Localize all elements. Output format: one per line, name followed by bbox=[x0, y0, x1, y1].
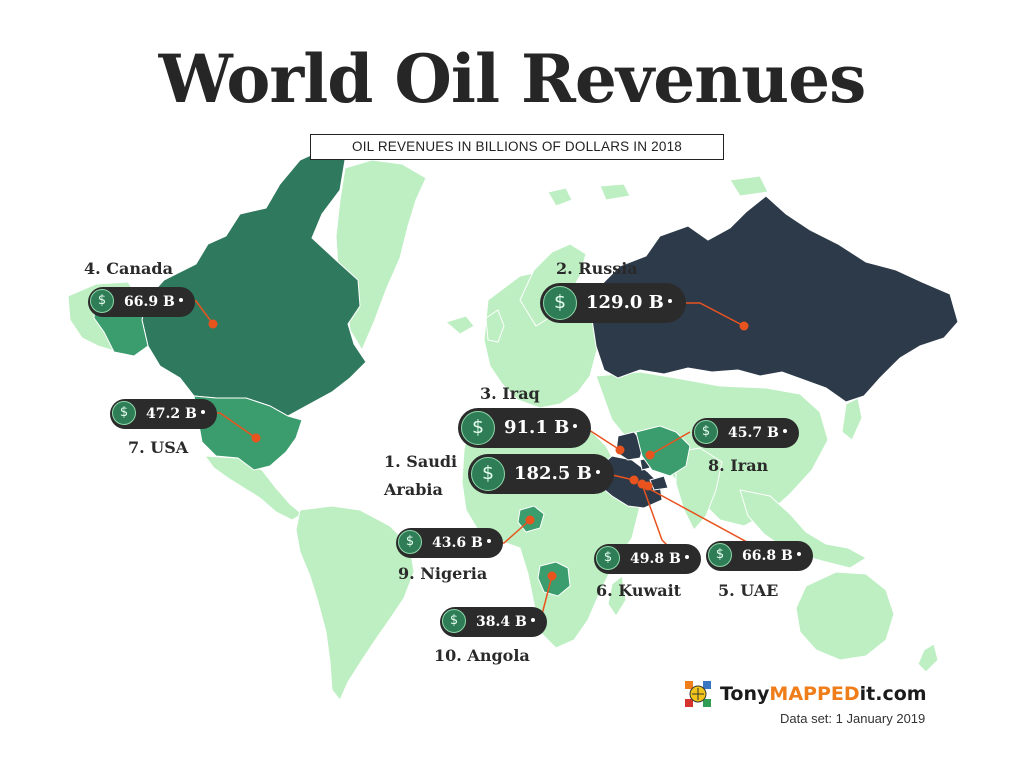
marker-nigeria bbox=[525, 515, 535, 525]
country-label-uae: 5. UAE bbox=[718, 581, 779, 600]
map-canada bbox=[141, 149, 367, 417]
dollar-coin-icon: $ bbox=[543, 286, 577, 320]
value-label-canada: 66.9 B bbox=[124, 294, 175, 310]
map-japan bbox=[841, 397, 863, 441]
value-pill-russia: $129.0 B bbox=[540, 283, 686, 323]
value-pill-uae: $66.8 B bbox=[706, 541, 813, 571]
dollar-coin-icon: $ bbox=[708, 543, 732, 567]
marker-uae bbox=[643, 481, 653, 491]
value-label-usa: 47.2 B bbox=[146, 406, 197, 422]
logo-text-tony: Tony bbox=[720, 683, 770, 705]
value-label-saudi-arabia: 182.5 B bbox=[514, 463, 592, 484]
map-iceland bbox=[444, 315, 475, 335]
value-pill-nigeria: $43.6 B bbox=[396, 528, 503, 558]
map-new-zealand bbox=[917, 643, 939, 673]
marker-iraq bbox=[615, 445, 625, 455]
logo-globe-icon bbox=[685, 681, 711, 707]
value-label-kuwait: 49.8 B bbox=[630, 551, 681, 567]
value-label-uae: 66.8 B bbox=[742, 548, 793, 564]
value-label-russia: 129.0 B bbox=[586, 292, 664, 313]
dollar-coin-icon: $ bbox=[398, 530, 422, 554]
location-markers bbox=[208, 319, 749, 581]
page-title: World Oil Revenues bbox=[158, 40, 867, 118]
logo-text-mapped: MAPPED bbox=[769, 683, 860, 705]
map-south-america bbox=[295, 505, 415, 701]
marker-russia bbox=[739, 321, 749, 331]
country-label-saudi-arabia-line2: Arabia bbox=[384, 480, 443, 499]
value-pill-iraq: $91.1 B bbox=[458, 408, 592, 448]
map-uae bbox=[649, 475, 669, 491]
value-pill-iran: $45.7 B bbox=[692, 418, 799, 448]
dollar-coin-icon: $ bbox=[694, 420, 718, 444]
marker-canada bbox=[208, 319, 218, 329]
map-arctic-islands bbox=[547, 175, 769, 207]
value-pill-canada: $66.9 B bbox=[88, 287, 195, 317]
country-label-iran: 8. Iran bbox=[708, 456, 769, 475]
country-label-saudi-arabia: 1. Saudi bbox=[384, 452, 458, 471]
map-madagascar bbox=[607, 575, 627, 617]
value-pill-kuwait: $49.8 B bbox=[594, 544, 701, 574]
map-southeast-asia bbox=[739, 489, 867, 569]
map-iran bbox=[635, 425, 691, 477]
map-russia bbox=[589, 195, 959, 403]
dollar-coin-icon: $ bbox=[442, 609, 466, 633]
country-label-canada: 4. Canada bbox=[84, 259, 173, 278]
map-uk bbox=[485, 309, 505, 343]
value-label-iraq: 91.1 B bbox=[504, 417, 570, 438]
value-pill-saudi-arabia: $182.5 B bbox=[468, 454, 614, 494]
country-label-russia: 2. Russia bbox=[556, 259, 638, 278]
value-pill-usa: $47.2 B bbox=[110, 399, 217, 429]
dollar-coin-icon: $ bbox=[90, 289, 114, 313]
marker-iran bbox=[645, 450, 655, 460]
dollar-coin-icon: $ bbox=[112, 401, 136, 425]
marker-saudi-arabia bbox=[629, 475, 639, 485]
country-label-angola: 10. Angola bbox=[434, 646, 530, 665]
tonymappedit-logo: TonyMAPPEDit.com bbox=[684, 680, 927, 708]
dollar-coin-icon: $ bbox=[471, 457, 505, 491]
country-label-kuwait: 6. Kuwait bbox=[596, 581, 682, 600]
country-label-iraq: 3. Iraq bbox=[480, 384, 540, 403]
value-label-angola: 38.4 B bbox=[476, 614, 527, 630]
country-label-nigeria: 9. Nigeria bbox=[398, 564, 488, 583]
marker-usa bbox=[251, 433, 261, 443]
dollar-coin-icon: $ bbox=[461, 411, 495, 445]
country-label-usa: 7. USA bbox=[128, 438, 189, 457]
page-subtitle: OIL REVENUES IN BILLIONS OF DOLLARS IN 2… bbox=[310, 134, 724, 160]
value-label-iran: 45.7 B bbox=[728, 425, 779, 441]
logo-text-it: it.com bbox=[859, 683, 927, 705]
value-pill-angola: $38.4 B bbox=[440, 607, 547, 637]
map-australia bbox=[795, 571, 895, 661]
value-label-nigeria: 43.6 B bbox=[432, 535, 483, 551]
marker-angola bbox=[547, 571, 557, 581]
dollar-coin-icon: $ bbox=[596, 546, 620, 570]
dataset-note: Data set: 1 January 2019 bbox=[780, 711, 926, 726]
map-mexico-central-america bbox=[203, 455, 303, 521]
